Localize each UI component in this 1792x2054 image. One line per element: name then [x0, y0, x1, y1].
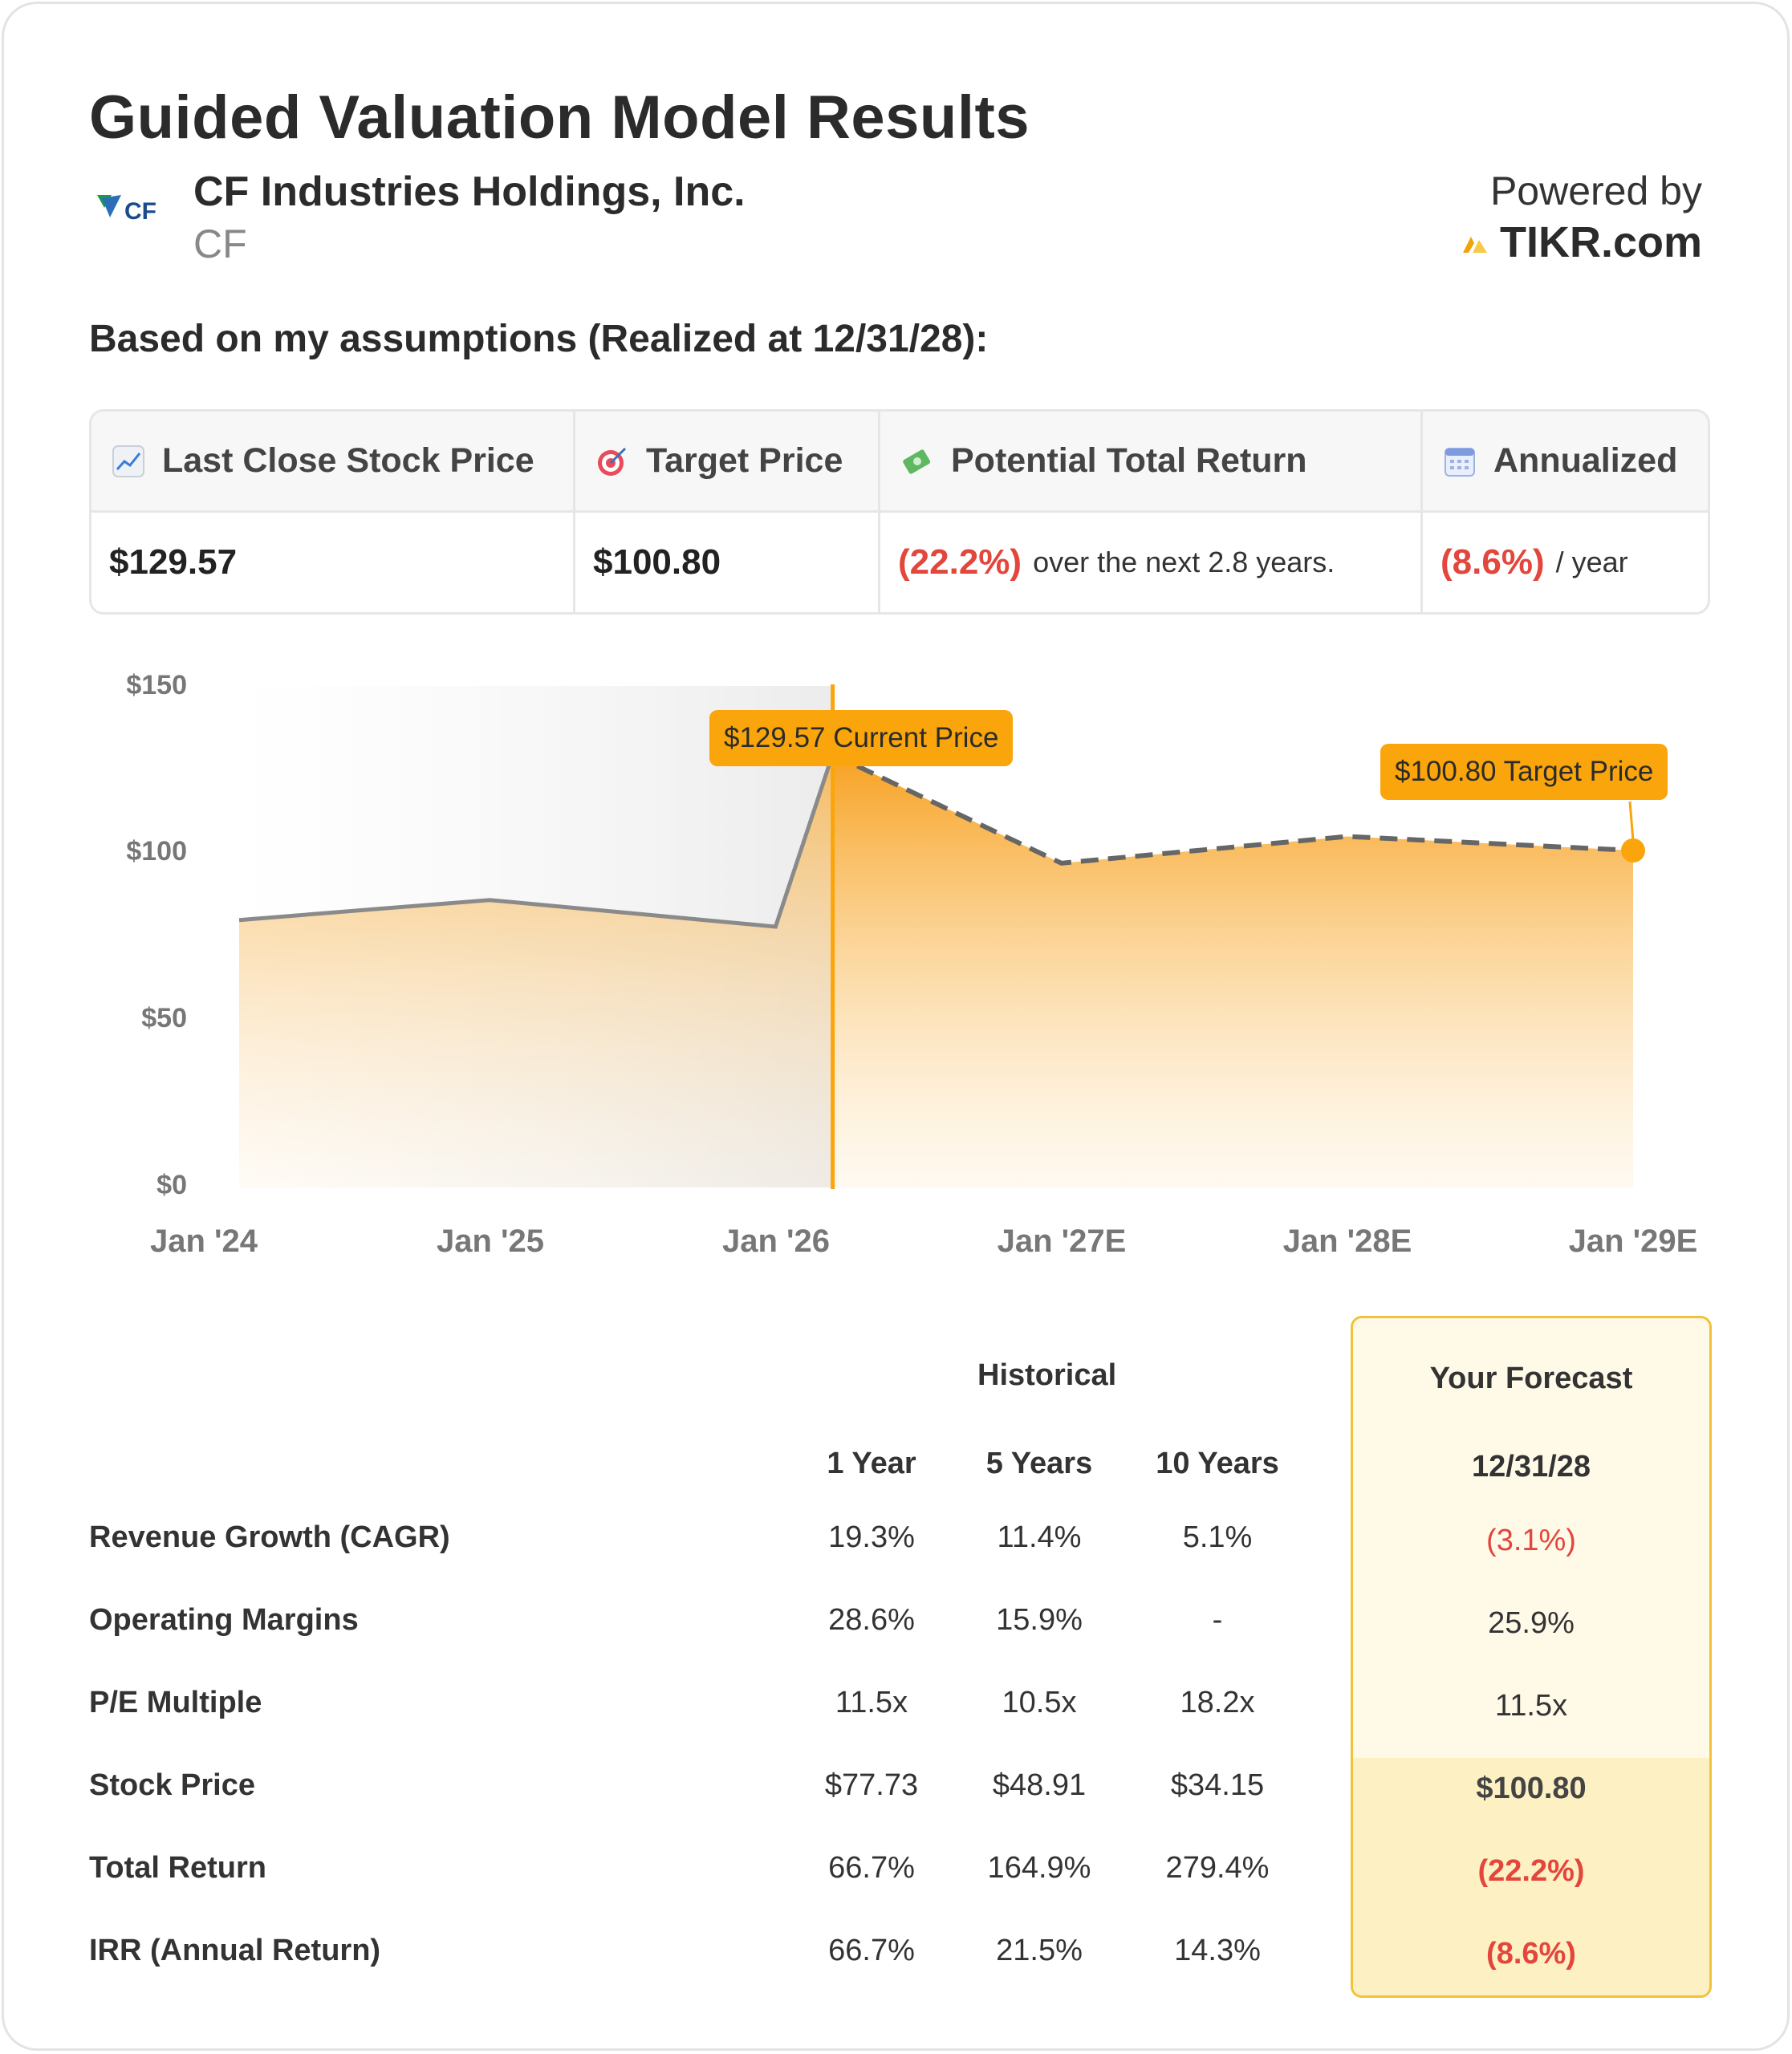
y-tick: $150 [126, 670, 187, 700]
total-return-label: Potential Total Return [951, 441, 1307, 480]
forecast-cell: 11.5x [1494, 1689, 1568, 1723]
forecast-header: Your Forecast [1429, 1362, 1633, 1395]
chart-up-icon [112, 444, 144, 477]
table-cell: 15.9% [996, 1603, 1083, 1637]
table-cell: 279.4% [1165, 1851, 1270, 1885]
table-cell: 18.2x [1180, 1686, 1255, 1719]
column-header: 5 Years [985, 1447, 1093, 1480]
x-tick: Jan '28E [1282, 1224, 1412, 1259]
target-value: $100.80 [593, 542, 721, 582]
last-close-value: $129.57 [109, 542, 238, 582]
company-name: CF Industries Holdings, Inc. [193, 168, 746, 215]
price-chart-svg [238, 684, 1645, 1189]
forecast-date-header: 12/31/28 [1472, 1450, 1591, 1484]
page-title: Guided Valuation Model Results [89, 83, 1030, 152]
logo-text: CF [124, 198, 156, 225]
metric-annualized: Annualized (8.6%) / year [1423, 412, 1708, 612]
annualized-suffix: / year [1555, 546, 1628, 578]
table-cell: 28.6% [828, 1603, 915, 1637]
column-header: 1 Year [827, 1447, 916, 1480]
table-cell: 66.7% [828, 1851, 915, 1885]
forecast-line [831, 752, 1634, 866]
metric-target: Target Price $100.80 [575, 412, 880, 612]
metrics-table: Last Close Stock Price $129.57 Target Pr… [89, 409, 1710, 615]
x-tick: Jan '29E [1568, 1224, 1698, 1259]
brand-link[interactable]: TIKR.com [1461, 217, 1702, 267]
table-cell: 11.5x [835, 1686, 908, 1719]
historical-area [239, 754, 833, 1187]
company-ticker: CF [193, 221, 247, 266]
table-cell: - [1212, 1603, 1223, 1637]
forecast-cell: (8.6%) [1486, 1937, 1576, 1971]
target-label: Target Price [646, 441, 843, 480]
table-cell: $34.15 [1170, 1768, 1265, 1802]
row-label: Operating Margins [89, 1603, 359, 1637]
forecast-cell: $100.80 [1476, 1772, 1587, 1805]
y-tick: $100 [126, 836, 187, 867]
y-tick: $50 [141, 1003, 187, 1033]
current-price-label: $129.57 Current Price [709, 710, 1014, 766]
brand-name: TIKR.com [1499, 218, 1702, 266]
row-label: Revenue Growth (CAGR) [89, 1520, 450, 1554]
forecast-column [1351, 1316, 1712, 1998]
column-header: 10 Years [1156, 1447, 1279, 1480]
table-cell: 10.5x [1002, 1686, 1077, 1719]
row-label: Total Return [89, 1851, 266, 1885]
table-cell: 21.5% [996, 1934, 1083, 1967]
table-cell: 19.3% [828, 1520, 915, 1554]
tikr-logo-icon [1462, 237, 1487, 253]
forecast-highlight [1353, 1758, 1709, 1995]
row-label: P/E Multiple [89, 1686, 262, 1719]
row-label: Stock Price [89, 1768, 255, 1802]
forecast-cell: 25.9% [1488, 1606, 1575, 1640]
table-cell: $77.73 [824, 1768, 919, 1802]
price-chart: $150 $100 $50 $0 Jan '24 Jan '25 Jan '26… [4, 646, 1792, 1288]
powered-by-label: Powered by [1489, 168, 1702, 213]
target-price-label: $100.80 Target Price [1380, 744, 1668, 800]
company-logo: CF [97, 195, 156, 225]
table-cell: 164.9% [987, 1851, 1091, 1885]
row-label: IRR (Annual Return) [89, 1934, 381, 1967]
target-point [1621, 838, 1645, 863]
comparison-table: Historical Your Forecast 1 Year 5 Years … [4, 1304, 1792, 2026]
x-tick: Jan '25 [436, 1224, 545, 1259]
y-tick: $0 [156, 1170, 187, 1200]
table-cell: 11.4% [997, 1520, 1082, 1554]
table-cell: 14.3% [1174, 1934, 1261, 1967]
target-icon [598, 447, 627, 476]
historical-line [238, 753, 835, 929]
metric-last-close: Last Close Stock Price $129.57 [91, 412, 575, 612]
last-close-label: Last Close Stock Price [162, 441, 534, 480]
forecast-cell: (22.2%) [1477, 1854, 1585, 1888]
calendar-icon [1445, 447, 1475, 477]
metric-total-return: Potential Total Return (22.2%) over the … [880, 412, 1423, 612]
total-return-suffix: over the next 2.8 years. [1033, 546, 1335, 578]
table-cell: $48.91 [992, 1768, 1087, 1802]
money-icon [903, 449, 931, 474]
annualized-value: (8.6%) [1441, 542, 1545, 582]
x-tick: Jan '26 [721, 1224, 831, 1259]
forecast-cell: (3.1%) [1486, 1524, 1576, 1557]
target-connector [1628, 801, 1635, 842]
forecast-area [832, 754, 1633, 1187]
annualized-label: Annualized [1493, 441, 1678, 480]
assumptions-heading: Based on my assumptions (Realized at 12/… [89, 318, 989, 360]
total-return-value: (22.2%) [898, 542, 1022, 582]
historical-header: Historical [977, 1358, 1117, 1392]
table-cell: 66.7% [828, 1934, 915, 1967]
table-cell: 5.1% [1182, 1520, 1253, 1554]
x-tick: Jan '24 [149, 1224, 258, 1259]
x-tick: Jan '27E [997, 1224, 1127, 1259]
